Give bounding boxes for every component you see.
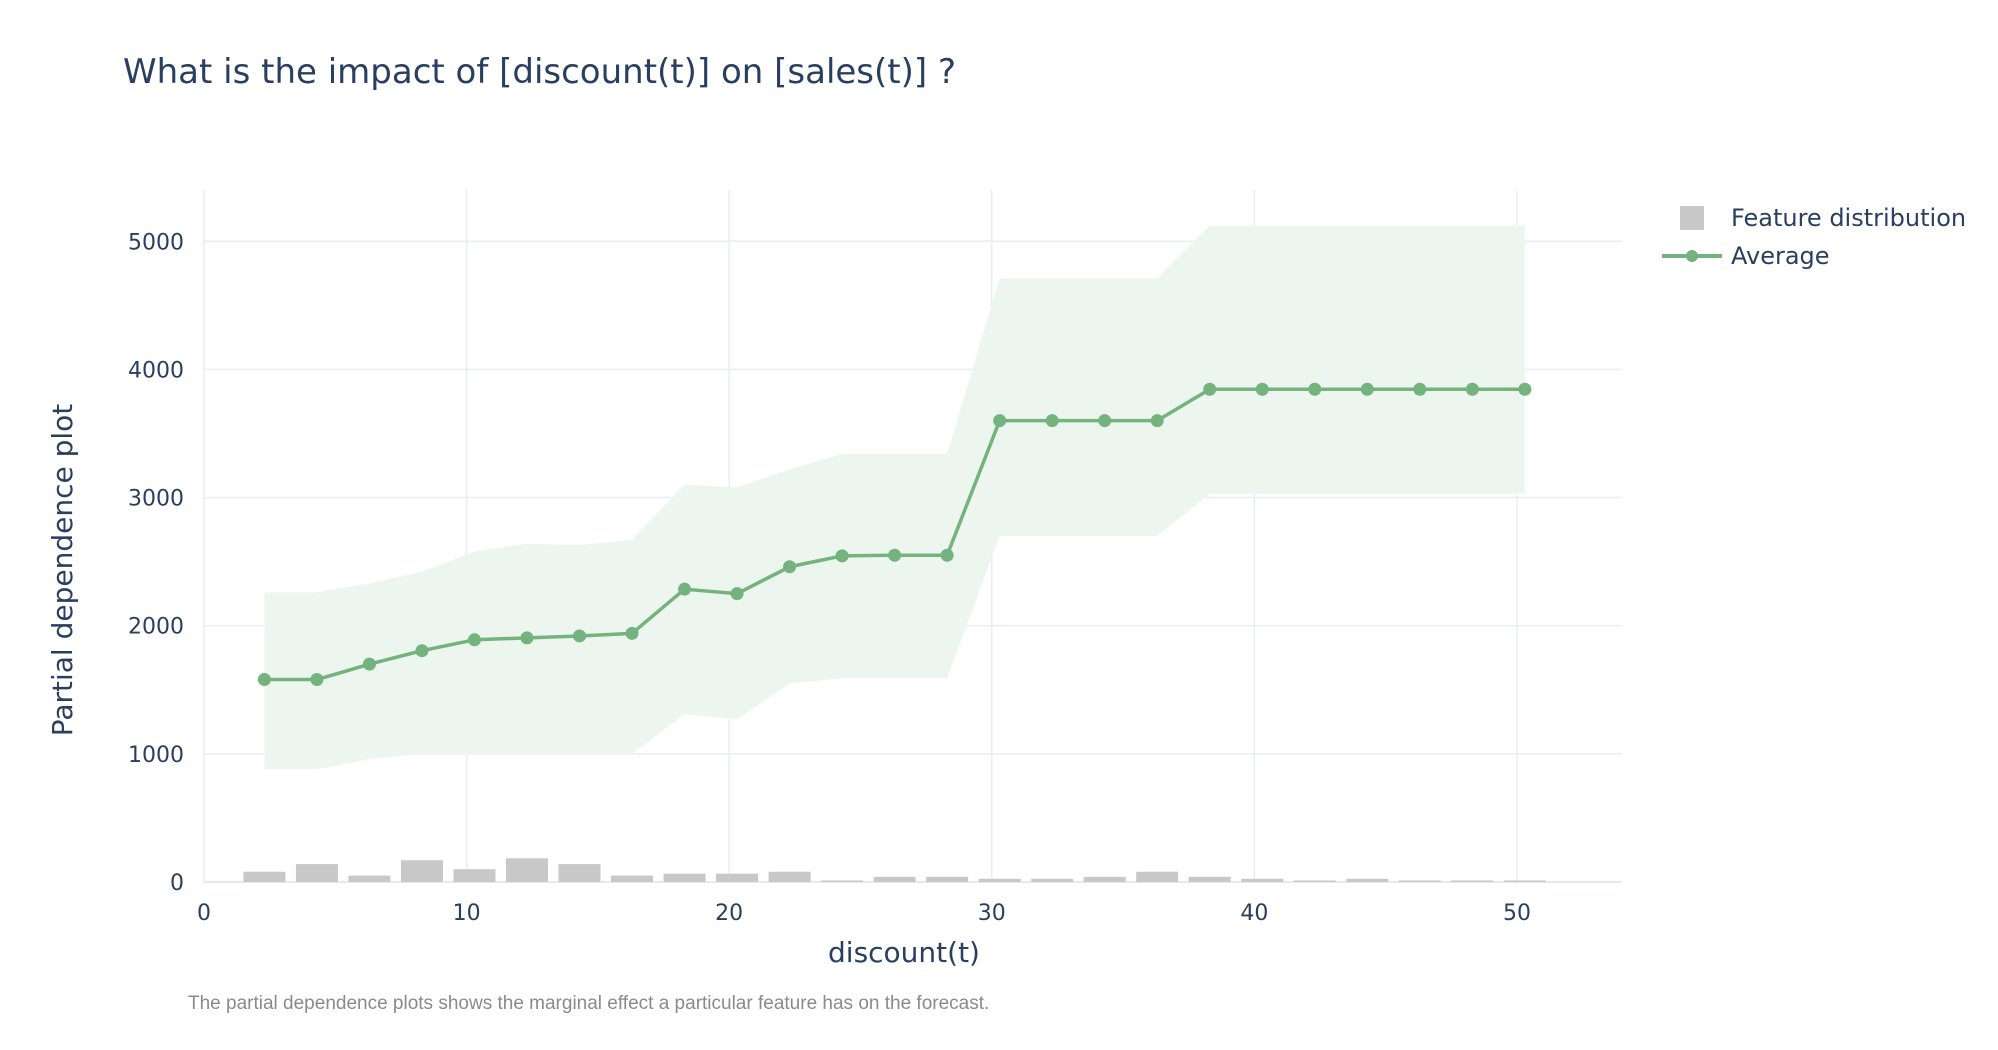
average-point [835, 549, 849, 563]
legend-item-feature-distribution[interactable]: Feature distribution [1680, 204, 1966, 232]
average-point [415, 644, 429, 658]
x-tick-label: 30 [978, 901, 1006, 926]
legend-label-average: Average [1731, 242, 1830, 270]
average-point [1308, 382, 1322, 396]
average-line-layer [257, 382, 1532, 687]
distribution-bar [663, 873, 706, 882]
x-axis-title: discount(t) [828, 936, 980, 969]
legend-item-average[interactable]: Average [1662, 242, 1830, 270]
y-tick-label: 4000 [128, 358, 184, 383]
x-tick-label: 10 [453, 901, 481, 926]
average-point [1255, 382, 1269, 396]
y-tick-label: 1000 [128, 743, 184, 768]
average-point [625, 626, 639, 640]
legend-label-feature-distribution: Feature distribution [1731, 204, 1966, 232]
average-point [1465, 382, 1479, 396]
distribution-bar [1031, 878, 1074, 882]
average-point [678, 582, 692, 596]
chart-caption: The partial dependence plots shows the m… [188, 993, 990, 1014]
average-point [573, 629, 587, 643]
average-point [888, 548, 902, 562]
chart-title: What is the impact of [discount(t)] on [… [123, 52, 956, 92]
legend[interactable]: Feature distribution Average [1662, 204, 1966, 270]
distribution-bar [1188, 876, 1231, 882]
distribution-bar [768, 871, 811, 882]
x-tick-label: 50 [1503, 901, 1531, 926]
average-point [1098, 414, 1112, 428]
distribution-bar [926, 876, 969, 882]
average-point [783, 560, 797, 574]
y-tick-label: 2000 [128, 615, 184, 640]
distribution-bar-layer [243, 858, 1546, 882]
distribution-bar [243, 871, 286, 882]
distribution-bar [1136, 871, 1179, 882]
distribution-bar [558, 864, 601, 882]
distribution-bar [1241, 878, 1284, 882]
distribution-bar [1503, 880, 1546, 882]
distribution-bar [821, 880, 864, 882]
y-axis-title: Partial dependence plot [46, 404, 79, 737]
average-point [257, 673, 271, 687]
distribution-bar [978, 878, 1021, 882]
y-tick-label: 5000 [128, 230, 184, 255]
average-point [467, 633, 481, 647]
distribution-bar [348, 875, 391, 882]
distribution-bar [611, 875, 654, 882]
distribution-bar [1293, 880, 1336, 882]
distribution-bar [1451, 880, 1494, 882]
x-tick-label: 0 [197, 901, 211, 926]
average-point [940, 548, 954, 562]
average-point [1150, 414, 1164, 428]
average-point [362, 657, 376, 671]
distribution-bar [400, 860, 443, 882]
average-point [520, 631, 534, 645]
average-point [1518, 382, 1532, 396]
distribution-bar [1398, 880, 1441, 882]
y-tick-label: 0 [170, 871, 184, 896]
y-tick-label: 3000 [128, 487, 184, 512]
legend-swatch-bar [1680, 206, 1704, 230]
average-point [730, 587, 744, 601]
distribution-bar [716, 873, 759, 882]
distribution-bar [873, 876, 916, 882]
x-tick-label: 20 [715, 901, 743, 926]
average-point [1360, 382, 1374, 396]
average-point [1203, 382, 1217, 396]
tick-label-layer: 0 10 20 30 40 50 0 1000 2000 3000 4000 5000 [128, 230, 1531, 926]
average-point [1413, 382, 1427, 396]
average-point [993, 414, 1007, 428]
distribution-bar [1346, 878, 1389, 882]
distribution-bar [1083, 876, 1126, 882]
distribution-bar [295, 864, 338, 882]
average-point [1045, 414, 1059, 428]
distribution-bar [453, 869, 496, 882]
average-point [310, 673, 324, 687]
x-tick-label: 40 [1240, 901, 1268, 926]
legend-swatch-marker [1686, 250, 1698, 262]
distribution-bar [505, 858, 548, 882]
